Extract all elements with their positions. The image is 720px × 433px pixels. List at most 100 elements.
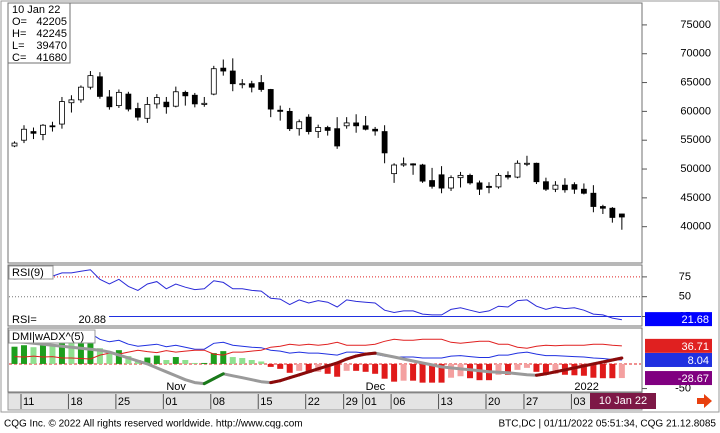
y-tick-label: 60000 <box>680 105 711 117</box>
cursor-date: 10 Jan 22 <box>599 395 647 407</box>
candle-body <box>505 174 511 178</box>
candle-body <box>419 164 426 182</box>
adx-rising-segment <box>364 351 377 356</box>
adx-rising-segment <box>610 356 624 362</box>
info-box <box>7 2 71 64</box>
histogram-bar <box>362 363 369 372</box>
adx-rising-segment <box>335 357 349 365</box>
dmi-title: DMI|wADX^(5) <box>12 331 84 343</box>
histogram-bar <box>533 363 540 372</box>
x-tick-label: 29 <box>346 396 358 408</box>
histogram-bar <box>182 360 189 364</box>
candle-body <box>248 83 255 88</box>
histogram-bar <box>609 363 616 379</box>
candle-body <box>533 162 540 183</box>
candle-body <box>438 174 445 189</box>
value-box <box>645 371 712 386</box>
adx-rising-segment <box>591 360 605 366</box>
cursor-date-box <box>590 393 656 409</box>
adx-rising-segment <box>601 358 614 364</box>
date-axis <box>7 392 643 411</box>
candle-body <box>59 101 65 125</box>
x-tick-label: 01 <box>365 396 377 408</box>
candle-body <box>267 89 274 110</box>
histogram-bar <box>39 343 46 364</box>
histogram-bar <box>571 363 578 376</box>
candle-body <box>305 116 312 132</box>
candle-body <box>239 83 246 86</box>
outer-frame <box>0 0 720 413</box>
candle-body <box>30 131 37 134</box>
scroll-arrow[interactable] <box>697 394 712 408</box>
histogram-bar <box>20 345 27 364</box>
candle-body <box>97 76 103 97</box>
candle-body <box>229 70 236 85</box>
candle-body <box>476 182 483 190</box>
x-tick-label: 08 <box>213 396 225 408</box>
info-label: C= <box>12 52 26 64</box>
footer-right: BTC,DC | 01/11/2022 05:51:34, CQG 21.12.… <box>498 419 716 430</box>
y-tick-label: 70000 <box>680 48 711 60</box>
candle-body <box>514 162 521 178</box>
histogram-bar <box>599 363 606 379</box>
value-box-label: -28.67 <box>678 373 709 385</box>
adx-rising-segment <box>544 370 557 376</box>
x-tick-label: 15 <box>260 396 272 408</box>
y-tick-label: 50000 <box>680 163 711 175</box>
dmi-title-box <box>8 329 96 344</box>
adx-rising-segment <box>582 362 595 368</box>
candle-body <box>49 125 56 128</box>
candle-body <box>599 206 606 209</box>
adx-rising-segment <box>316 364 330 371</box>
histogram-bar <box>277 363 284 369</box>
histogram-bar <box>77 339 84 364</box>
rsi-line <box>14 269 622 321</box>
histogram-bar <box>210 353 217 364</box>
candle-body <box>486 185 492 188</box>
histogram-bar <box>372 363 379 374</box>
candle-body <box>125 93 132 110</box>
adx-rising-segment <box>202 377 216 386</box>
x-tick-label: 27 <box>526 396 538 408</box>
price-pane <box>7 2 643 264</box>
histogram-bar <box>438 363 445 383</box>
histogram-bar <box>115 350 122 364</box>
dmi-line <box>14 332 622 361</box>
candle-body <box>172 91 179 107</box>
histogram-bar <box>391 363 398 382</box>
candle-body <box>495 174 502 188</box>
value-box <box>645 352 712 367</box>
candle-body <box>21 128 27 141</box>
candle-body <box>40 124 46 135</box>
histogram-bar <box>30 347 37 364</box>
histogram-bar <box>523 363 530 368</box>
value-box-label: 36.71 <box>681 341 709 353</box>
dmi-pane <box>7 327 643 393</box>
adx-rising-segment <box>326 361 339 368</box>
y-tick-label: 75 <box>679 271 691 283</box>
histogram-bar <box>106 352 113 364</box>
histogram-bar <box>220 351 227 364</box>
adx-rising-segment <box>212 372 225 381</box>
month-label: 2022 <box>574 381 598 393</box>
candle-body <box>153 97 160 105</box>
histogram-bar <box>324 363 331 374</box>
x-tick-label: 22 <box>308 396 320 408</box>
histogram-bar <box>448 363 455 378</box>
histogram-bar <box>229 357 236 364</box>
adx-rising-segment <box>563 366 576 372</box>
candle-body <box>457 174 464 179</box>
info-label: O= <box>12 16 27 28</box>
rsi-title: RSI(9) <box>12 267 44 279</box>
candle-body <box>524 162 530 165</box>
histogram-bar <box>286 363 293 373</box>
histogram-bar <box>400 363 407 381</box>
candle-body <box>552 184 559 190</box>
candle-body <box>191 94 198 105</box>
candle-body <box>210 68 217 95</box>
candle-body <box>115 91 122 107</box>
info-value: 42205 <box>36 16 67 28</box>
candle-body <box>334 128 341 147</box>
